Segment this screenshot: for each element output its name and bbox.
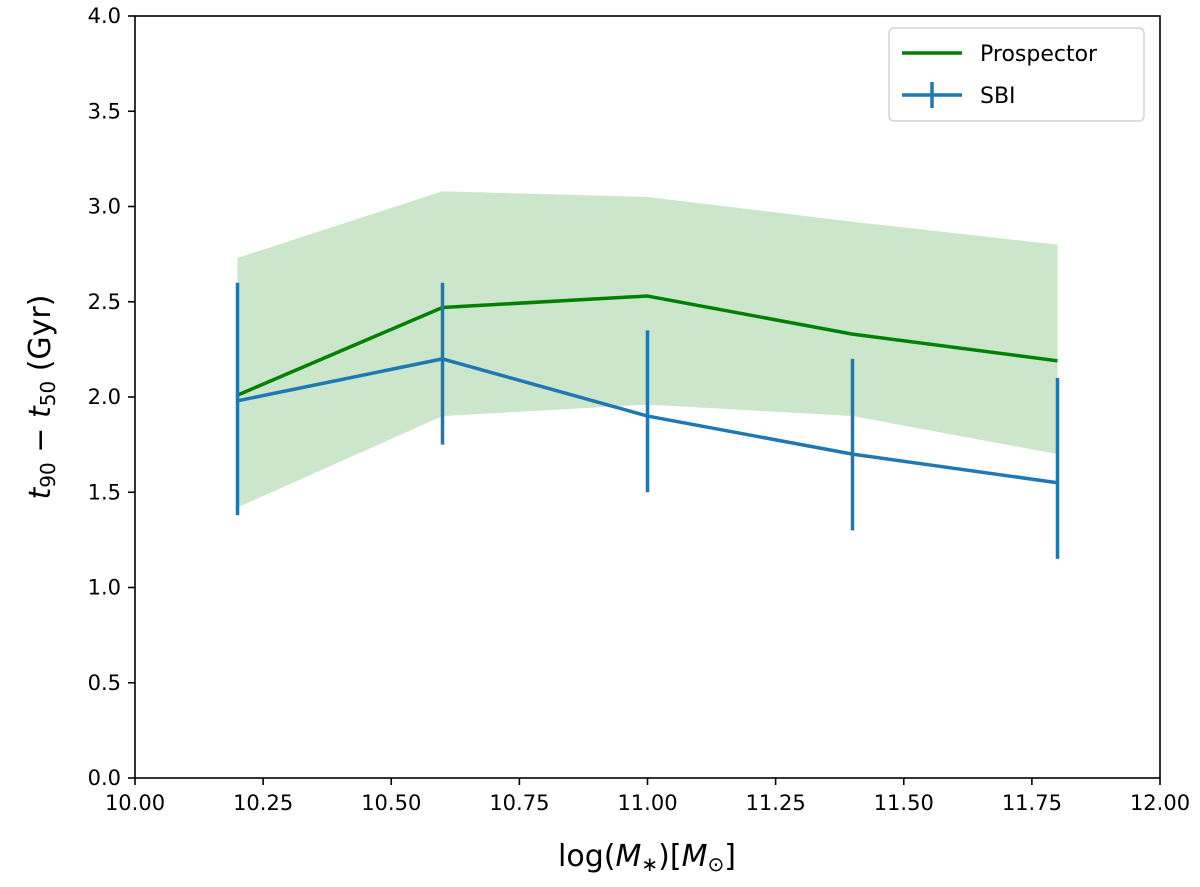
ticks-layer: 10.00 10.25 10.50 10.75 11.00 11.25 11.50 11.75… — [88, 4, 1190, 815]
y-label-sub50: 50 — [36, 381, 60, 406]
x-tick-label: 11.25 — [746, 791, 806, 815]
y-tick-label: 2.0 — [88, 385, 121, 409]
y-tick-label: 2.5 — [88, 290, 121, 314]
y-tick-label: 3.5 — [88, 99, 121, 123]
y-label-t50: t — [23, 405, 58, 418]
x-label-pre: log( — [558, 839, 615, 874]
x-tick-label: 10.50 — [361, 791, 421, 815]
sbi-line — [237, 357, 1058, 485]
x-label-sub2: ⊙ — [707, 852, 724, 876]
y-label-minus: − — [23, 418, 58, 462]
y-tick-label: 1.5 — [88, 480, 121, 504]
legend-prospector-label: Prospector — [980, 42, 1098, 67]
legend-sbi-label: SBI — [980, 84, 1016, 109]
x-tick-label: 11.50 — [874, 791, 934, 815]
x-axis-label: log(M∗)[M⊙] — [558, 839, 736, 876]
y-tick-label: 0.5 — [88, 671, 121, 695]
plot-layer — [235, 191, 1060, 559]
y-tick-label: 0.0 — [88, 766, 121, 790]
x-label-var2: M — [682, 839, 708, 874]
y-label-sub90: 90 — [36, 462, 60, 487]
x-label-mid: )[ — [658, 839, 681, 874]
x-tick-label: 11.75 — [1002, 791, 1062, 815]
x-tick-label: 11.00 — [617, 791, 677, 815]
y-label-t90: t — [23, 486, 58, 499]
x-tick-label: 10.00 — [105, 791, 165, 815]
y-tick-label: 1.0 — [88, 576, 121, 600]
y-tick-label: 3.0 — [88, 195, 121, 219]
legend: Prospector SBI — [888, 27, 1145, 122]
x-tick-label: 12.00 — [1130, 791, 1190, 815]
y-label-unit: (Gyr) — [23, 295, 58, 381]
y-axis-label: t90 − t50 (Gyr) — [23, 295, 60, 500]
x-tick-label: 10.25 — [233, 791, 293, 815]
x-label-post: ] — [724, 839, 736, 874]
x-tick-label: 10.75 — [489, 791, 549, 815]
x-label-var1: M — [615, 839, 641, 874]
y-tick-label: 4.0 — [88, 4, 121, 28]
x-label-sub1: ∗ — [641, 852, 658, 876]
prospector-line — [236, 294, 1058, 397]
